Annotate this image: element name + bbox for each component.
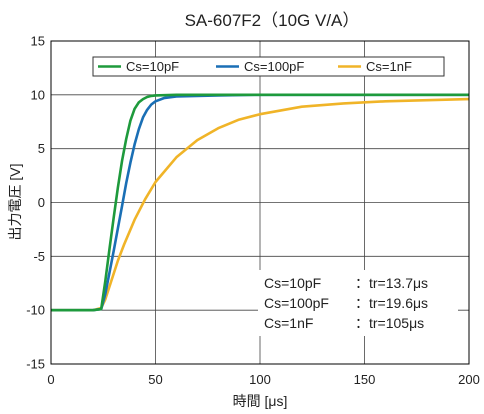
legend-label: Cs=10pF: [126, 59, 179, 74]
x-tick-labels: 0 50 100 150 200: [47, 372, 479, 387]
y-tick-label: 15: [31, 34, 45, 49]
x-axis-label: 時間 [μs]: [233, 393, 288, 409]
annotation-label: Cs=100pF: [264, 295, 329, 311]
annotation-value: ：tr=105μs: [355, 315, 424, 331]
rise-time-annotations: Cs=10pF ：tr=13.7μs Cs=100pF ：tr=19.6μs Cs=1n…: [258, 270, 458, 336]
y-tick-label: 10: [31, 87, 45, 102]
y-tick-label: 5: [38, 141, 45, 156]
y-axis-label: 出力電圧 [V]: [7, 163, 23, 240]
annotation-label: Cs=1nF: [264, 315, 313, 331]
legend-label: Cs=1nF: [366, 59, 412, 74]
legend: Cs=10pF Cs=100pF Cs=1nF: [92, 56, 445, 77]
y-tick-label: -15: [26, 357, 45, 372]
x-tick-label: 100: [249, 372, 271, 387]
annotation-label: Cs=10pF: [264, 275, 321, 291]
x-tick-label: 200: [458, 372, 480, 387]
x-tick-label: 150: [354, 372, 376, 387]
y-tick-labels: 15 10 5 0 -5 -10 -15: [26, 34, 45, 372]
y-tick-label: -5: [33, 249, 45, 264]
x-tick-label: 0: [47, 372, 54, 387]
x-tick-label: 50: [148, 372, 162, 387]
y-tick-label: 0: [38, 195, 45, 210]
plot-frame: [50, 40, 470, 365]
chart-title: SA-607F2（10G V/A）: [185, 11, 360, 30]
legend-label: Cs=100pF: [244, 59, 304, 74]
series-line-Cs=10pF: [51, 93, 469, 312]
annotation-value: ：tr=19.6μs: [355, 295, 428, 311]
legend-box: [92, 56, 445, 77]
series-lines: [51, 93, 470, 312]
annotation-background: [258, 270, 458, 336]
y-tick-label: -10: [26, 303, 45, 318]
annotation-value: ：tr=13.7μs: [355, 275, 428, 291]
